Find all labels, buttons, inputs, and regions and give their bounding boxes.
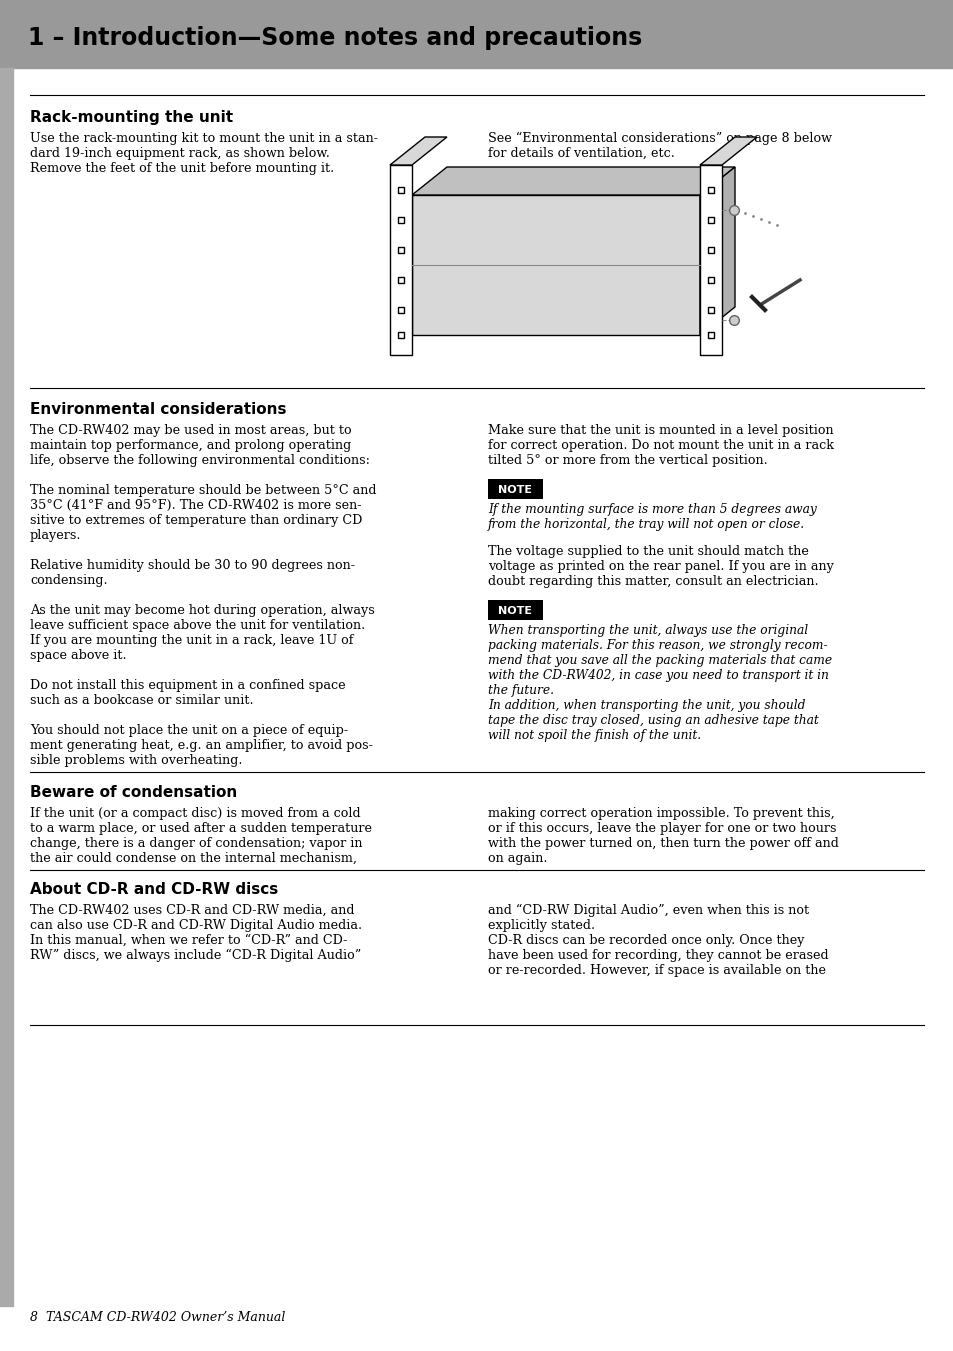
Text: life, observe the following environmental conditions:: life, observe the following environmenta…: [30, 454, 370, 467]
Text: explicitly stated.: explicitly stated.: [488, 919, 595, 932]
Polygon shape: [412, 168, 734, 195]
Text: NOTE: NOTE: [497, 607, 532, 616]
Bar: [488, 600, 542, 620]
Text: Beware of condensation: Beware of condensation: [30, 785, 237, 800]
Text: Do not install this equipment in a confined space: Do not install this equipment in a confi…: [30, 680, 345, 692]
Text: on again.: on again.: [488, 852, 547, 865]
Text: for correct operation. Do not mount the unit in a rack: for correct operation. Do not mount the …: [488, 439, 833, 453]
Polygon shape: [700, 168, 734, 335]
Text: dard 19-inch equipment rack, as shown below.: dard 19-inch equipment rack, as shown be…: [30, 147, 330, 161]
Text: Environmental considerations: Environmental considerations: [30, 403, 286, 417]
Text: Make sure that the unit is mounted in a level position: Make sure that the unit is mounted in a …: [488, 424, 833, 436]
Text: from the horizontal, the tray will not open or close.: from the horizontal, the tray will not o…: [488, 517, 804, 531]
Text: sible problems with overheating.: sible problems with overheating.: [30, 754, 242, 767]
Text: You should not place the unit on a piece of equip-: You should not place the unit on a piece…: [30, 724, 348, 738]
Text: or re-recorded. However, if space is available on the: or re-recorded. However, if space is ava…: [488, 965, 825, 977]
Text: tape the disc tray closed, using an adhesive tape that: tape the disc tray closed, using an adhe…: [488, 713, 818, 727]
Text: packing materials. For this reason, we strongly recom-: packing materials. For this reason, we s…: [488, 639, 827, 653]
Text: When transporting the unit, always use the original: When transporting the unit, always use t…: [488, 624, 807, 638]
Bar: [0, 68, 13, 1306]
Text: making correct operation impossible. To prevent this,: making correct operation impossible. To …: [488, 807, 834, 820]
Text: As the unit may become hot during operation, always: As the unit may become hot during operat…: [30, 604, 375, 617]
Text: If the mounting surface is more than 5 degrees away: If the mounting surface is more than 5 d…: [488, 503, 816, 516]
Text: The voltage supplied to the unit should match the: The voltage supplied to the unit should …: [488, 544, 808, 558]
Text: with the CD-RW402, in case you need to transport it in: with the CD-RW402, in case you need to t…: [488, 669, 828, 682]
Text: CD-R discs can be recorded once only. Once they: CD-R discs can be recorded once only. On…: [488, 934, 803, 947]
Polygon shape: [390, 136, 447, 165]
Text: Relative humidity should be 30 to 90 degrees non-: Relative humidity should be 30 to 90 deg…: [30, 559, 355, 571]
Text: The CD-RW402 may be used in most areas, but to: The CD-RW402 may be used in most areas, …: [30, 424, 352, 436]
Text: mend that you save all the packing materials that came: mend that you save all the packing mater…: [488, 654, 831, 667]
Bar: [488, 480, 542, 499]
Text: tilted 5° or more from the vertical position.: tilted 5° or more from the vertical posi…: [488, 454, 767, 467]
Text: The CD-RW402 uses CD-R and CD-RW media, and: The CD-RW402 uses CD-R and CD-RW media, …: [30, 904, 355, 917]
Text: In this manual, when we refer to “CD-R” and CD-: In this manual, when we refer to “CD-R” …: [30, 934, 347, 947]
Text: maintain top performance, and prolong operating: maintain top performance, and prolong op…: [30, 439, 351, 453]
Text: such as a bookcase or similar unit.: such as a bookcase or similar unit.: [30, 694, 253, 707]
Bar: [0, 0, 953, 68]
Text: The nominal temperature should be between 5°C and: The nominal temperature should be betwee…: [30, 484, 376, 497]
Text: condensing.: condensing.: [30, 574, 108, 586]
Text: change, there is a danger of condensation; vapor in: change, there is a danger of condensatio…: [30, 838, 362, 850]
Text: If you are mounting the unit in a rack, leave 1U of: If you are mounting the unit in a rack, …: [30, 634, 354, 647]
Polygon shape: [390, 165, 412, 355]
Text: players.: players.: [30, 530, 81, 542]
Text: Remove the feet of the unit before mounting it.: Remove the feet of the unit before mount…: [30, 162, 334, 176]
Text: for details of ventilation, etc.: for details of ventilation, etc.: [488, 147, 674, 161]
Text: sitive to extremes of temperature than ordinary CD: sitive to extremes of temperature than o…: [30, 513, 362, 527]
Text: RW” discs, we always include “CD-R Digital Audio”: RW” discs, we always include “CD-R Digit…: [30, 948, 361, 962]
Text: 1 – Introduction—Some notes and precautions: 1 – Introduction—Some notes and precauti…: [28, 26, 641, 50]
Text: can also use CD-R and CD-RW Digital Audio media.: can also use CD-R and CD-RW Digital Audi…: [30, 919, 362, 932]
Text: with the power turned on, then turn the power off and: with the power turned on, then turn the …: [488, 838, 838, 850]
Text: voltage as printed on the rear panel. If you are in any: voltage as printed on the rear panel. If…: [488, 561, 833, 573]
Text: leave sufficient space above the unit for ventilation.: leave sufficient space above the unit fo…: [30, 619, 365, 632]
Text: 8  TASCAM CD-RW402 Owner’s Manual: 8 TASCAM CD-RW402 Owner’s Manual: [30, 1310, 285, 1324]
Text: ment generating heat, e.g. an amplifier, to avoid pos-: ment generating heat, e.g. an amplifier,…: [30, 739, 373, 753]
Text: If the unit (or a compact disc) is moved from a cold: If the unit (or a compact disc) is moved…: [30, 807, 360, 820]
Text: or if this occurs, leave the player for one or two hours: or if this occurs, leave the player for …: [488, 821, 836, 835]
Text: and “CD-RW Digital Audio”, even when this is not: and “CD-RW Digital Audio”, even when thi…: [488, 904, 808, 917]
Polygon shape: [412, 195, 700, 335]
Text: the future.: the future.: [488, 684, 554, 697]
Text: to a warm place, or used after a sudden temperature: to a warm place, or used after a sudden …: [30, 821, 372, 835]
Text: have been used for recording, they cannot be erased: have been used for recording, they canno…: [488, 948, 828, 962]
Text: will not spoil the finish of the unit.: will not spoil the finish of the unit.: [488, 730, 700, 742]
Text: About CD-R and CD-RW discs: About CD-R and CD-RW discs: [30, 882, 278, 897]
Polygon shape: [700, 165, 721, 355]
Text: 35°C (41°F and 95°F). The CD-RW402 is more sen-: 35°C (41°F and 95°F). The CD-RW402 is mo…: [30, 499, 361, 512]
Text: See “Environmental considerations” on page 8 below: See “Environmental considerations” on pa…: [488, 132, 831, 146]
Text: doubt regarding this matter, consult an electrician.: doubt regarding this matter, consult an …: [488, 576, 818, 588]
Text: space above it.: space above it.: [30, 648, 127, 662]
Text: Rack-mounting the unit: Rack-mounting the unit: [30, 109, 233, 126]
Text: NOTE: NOTE: [497, 485, 532, 494]
Text: In addition, when transporting the unit, you should: In addition, when transporting the unit,…: [488, 698, 804, 712]
Text: Use the rack-mounting kit to mount the unit in a stan-: Use the rack-mounting kit to mount the u…: [30, 132, 377, 145]
Text: the air could condense on the internal mechanism,: the air could condense on the internal m…: [30, 852, 356, 865]
Polygon shape: [700, 136, 757, 165]
